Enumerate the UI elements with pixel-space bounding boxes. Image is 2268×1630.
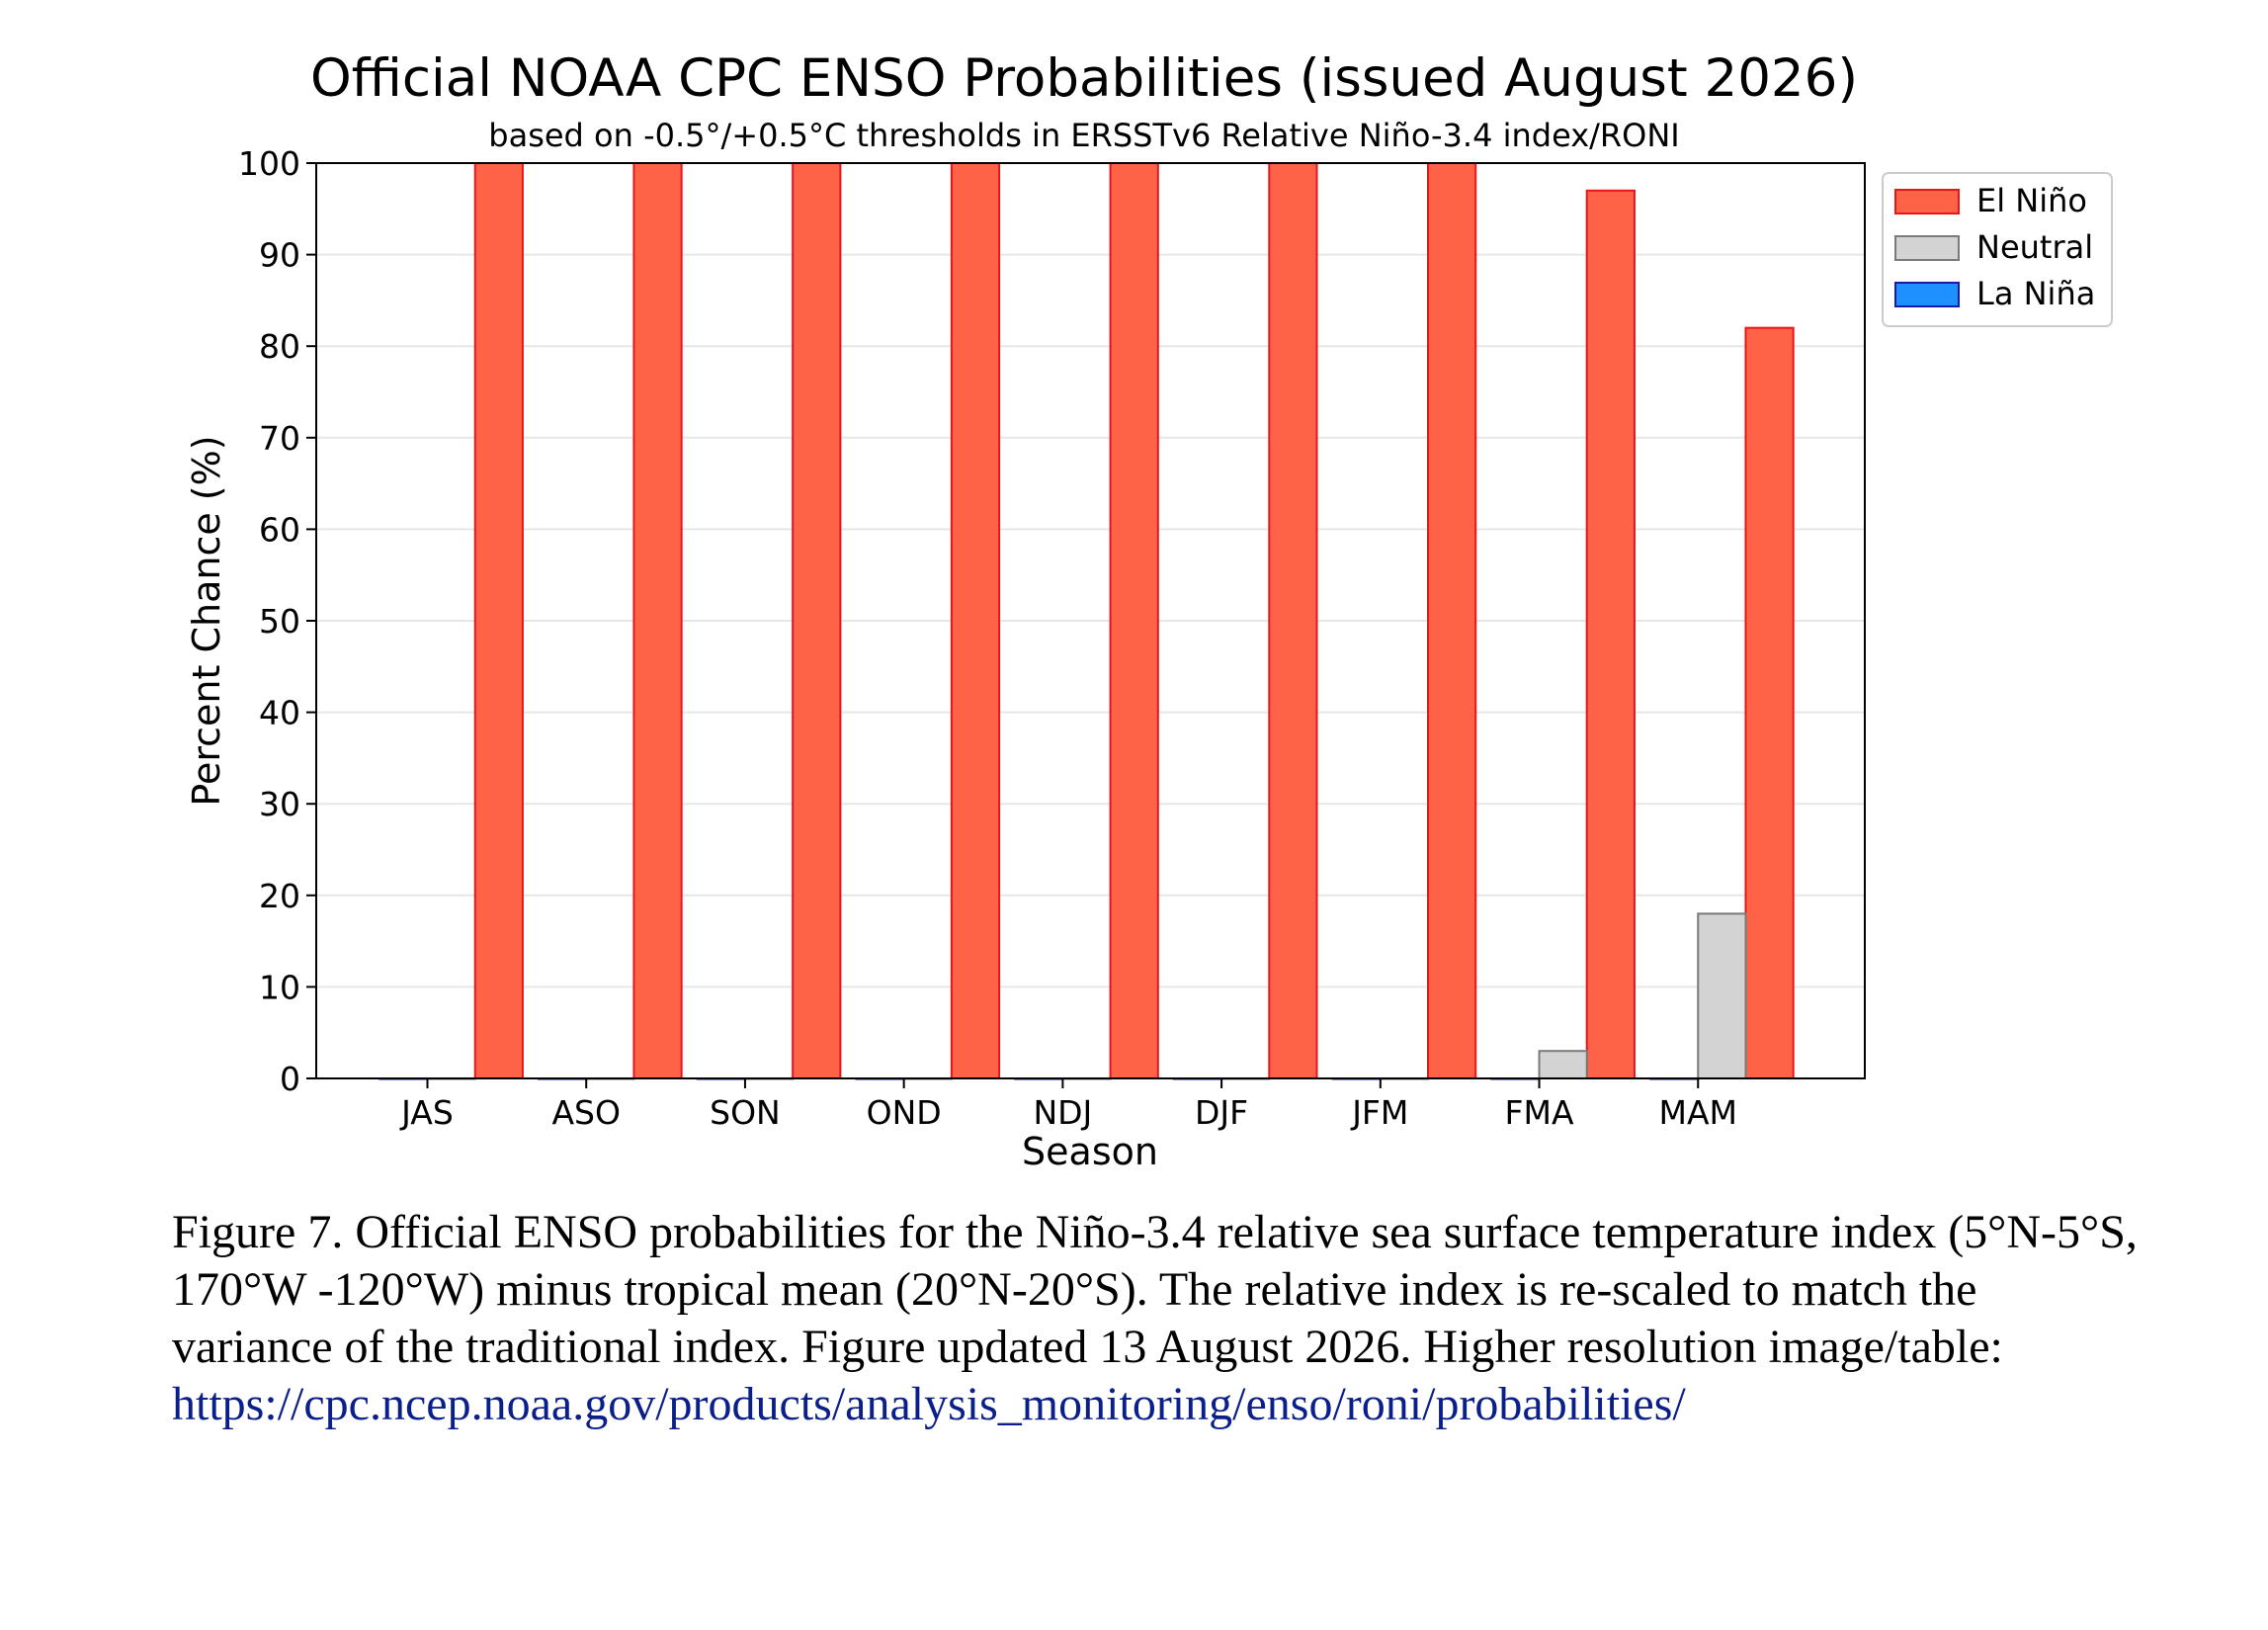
x-tick-label: SON — [710, 1093, 781, 1132]
legend-swatch — [1894, 235, 1960, 261]
y-tick-label: 50 — [259, 602, 300, 641]
x-tick-label: MAM — [1658, 1093, 1737, 1132]
legend-swatch — [1894, 189, 1960, 214]
legend-label: La Niña — [1976, 275, 2095, 312]
y-tick-label: 60 — [259, 510, 300, 549]
y-tick-label: 80 — [259, 327, 300, 366]
el-nino-bar — [1744, 326, 1795, 1079]
y-tick-label: 10 — [259, 968, 300, 1006]
el-nino-bar — [473, 162, 524, 1079]
y-tick-label: 40 — [259, 694, 300, 732]
y-tick-label: 70 — [259, 419, 300, 458]
y-axis-label: Percent Chance (%) — [185, 435, 228, 806]
el-nino-bar — [1268, 162, 1318, 1079]
figure-caption: Figure 7. Official ENSO probabilities fo… — [172, 1204, 2148, 1433]
el-nino-bar — [950, 162, 1001, 1079]
x-tick-label: OND — [867, 1093, 942, 1132]
legend: El Niño Neutral La Niña — [1882, 172, 2113, 327]
caption-link[interactable]: https://cpc.ncep.noaa.gov/products/analy… — [172, 1378, 1686, 1430]
y-tick-label: 90 — [259, 236, 300, 275]
chart-subtitle: based on -0.5°/+0.5°C thresholds in ERSS… — [488, 117, 1679, 154]
legend-label: Neutral — [1976, 228, 2093, 266]
chart-title: Official NOAA CPC ENSO Probabilities (is… — [310, 48, 1858, 109]
x-axis-ticks: JAS ASO SON OND NDJ DJF JFM FMA MAM — [399, 1078, 1737, 1132]
y-tick-label: 30 — [259, 785, 300, 823]
y-tick-label: 0 — [280, 1060, 300, 1098]
x-tick-label: FMA — [1505, 1093, 1574, 1132]
y-tick-label: 20 — [259, 877, 300, 915]
el-nino-bar — [1109, 162, 1159, 1079]
enso-probability-chart: Official NOAA CPC ENSO Probabilities (is… — [185, 48, 2113, 1173]
y-tick-label: 100 — [238, 144, 300, 183]
el-nino-bar — [632, 162, 683, 1079]
el-nino-bar — [1427, 162, 1477, 1079]
x-axis-label: Season — [1022, 1130, 1158, 1173]
y-axis-ticks: 0 10 20 30 40 50 60 70 80 90 100 — [238, 144, 316, 1098]
legend-swatch — [1894, 282, 1960, 307]
neutral-bar — [1538, 1050, 1588, 1079]
x-tick-label: JAS — [399, 1093, 454, 1132]
caption-text: Figure 7. Official ENSO probabilities fo… — [172, 1206, 2138, 1373]
x-tick-label: DJF — [1195, 1093, 1248, 1132]
x-tick-label: ASO — [551, 1093, 621, 1132]
legend-label: El Niño — [1976, 182, 2087, 219]
neutral-bar — [1697, 912, 1747, 1079]
el-nino-bar — [1585, 189, 1636, 1079]
x-tick-label: NDJ — [1033, 1093, 1092, 1132]
x-tick-label: JFM — [1350, 1093, 1408, 1132]
el-nino-bar — [792, 162, 842, 1079]
